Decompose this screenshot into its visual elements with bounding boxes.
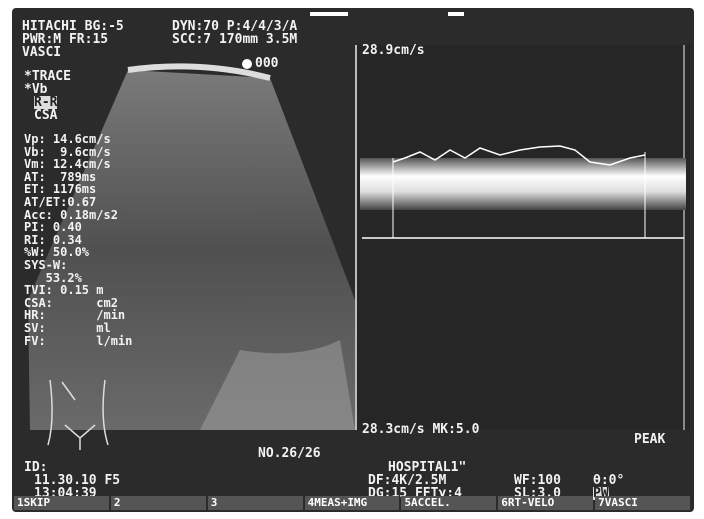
probe-marker <box>242 59 252 69</box>
header-text: VASCI <box>22 46 61 59</box>
screen: HITACHI BG:-5 DYN:70 P:4/4/3/A PWR:M FR:… <box>0 0 704 519</box>
softkey[interactable]: 2 <box>111 496 206 510</box>
frame-number: NO.26/26 <box>258 447 321 460</box>
measurement: SV: ml <box>24 322 132 335</box>
measurement: TVI: 0.15 m <box>24 284 132 297</box>
softkey[interactable]: 3 <box>208 496 303 510</box>
measurement: PI: 0.40 <box>24 221 132 234</box>
spectrum <box>360 158 686 210</box>
peak-label: PEAK <box>634 433 665 446</box>
measurement: SYS-W: <box>24 259 132 272</box>
scale-bottom: 28.3cm/s MK:5.0 <box>362 423 479 436</box>
measurement: FV: l/min <box>24 335 132 348</box>
marker-label: 000 <box>255 57 278 70</box>
softkey[interactable]: 1SKIP <box>14 496 109 510</box>
measurement: Vp: 14.6cm/s <box>24 133 132 146</box>
softkey[interactable]: 5ACCEL. <box>401 496 496 510</box>
measurement: Vm: 12.4cm/s <box>24 158 132 171</box>
option: CSA <box>34 109 57 122</box>
measurement: AT/ET:0.67 <box>24 196 132 209</box>
scale-top: 28.9cm/s <box>362 44 425 57</box>
indicator <box>310 12 348 16</box>
softkey[interactable]: 6RT-VELO <box>498 496 593 510</box>
softkey[interactable]: 4MEAS+IMG <box>305 496 400 510</box>
header-text: SCC:7 170mm 3.5M <box>172 33 297 46</box>
softkey[interactable]: 7VASCI <box>595 496 690 510</box>
indicator <box>448 12 464 16</box>
